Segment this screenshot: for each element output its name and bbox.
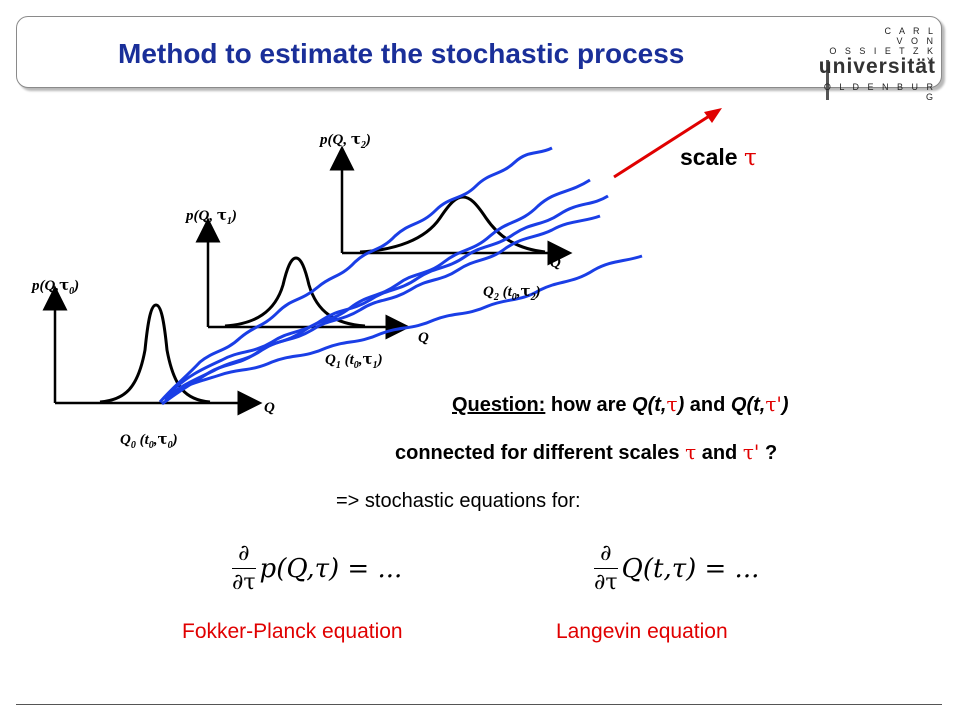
slide-title: Method to estimate the stochastic proces… xyxy=(118,38,685,69)
implication-text: => stochastic equations for: xyxy=(336,490,581,512)
xlabel-tau2: Q xyxy=(550,255,561,271)
axes-tau0 xyxy=(42,285,263,416)
scale-tau-symbol: τ xyxy=(743,145,757,171)
ylabel-tau0: p(Q,τ0) xyxy=(32,276,80,297)
point-label-tau1: Q1 (t0,τ1) xyxy=(325,350,383,371)
question-line-1: Question: how are Q(t,τ) and Q(t,τ') xyxy=(452,392,789,416)
pdf-curve-tau1 xyxy=(224,256,366,328)
trajectory-4 xyxy=(167,254,643,398)
logo-line-1: C A R L xyxy=(884,26,936,36)
axes-tau2 xyxy=(329,145,573,266)
bottom-rule xyxy=(16,704,942,705)
scale-label: scale τ xyxy=(680,144,757,171)
ylabel-tau2: p(Q, τ2) xyxy=(320,130,371,151)
point-label-tau0: Q0 (t0,τ0) xyxy=(120,430,178,451)
university-logo: C A R L V O N O S S I E T Z K Y universi… xyxy=(818,26,944,102)
scale-arrow-head xyxy=(704,108,722,123)
logo-line-3: O S S I E T Z K Y xyxy=(829,46,936,66)
trajectory-5 xyxy=(169,194,609,394)
langevin-formula: ∂ ∂τ Q(t,τ) = ... xyxy=(594,541,760,595)
trajectory-3 xyxy=(163,214,601,402)
ylabel-tau1: p(Q, τ1) xyxy=(186,206,237,227)
xlabel-tau1: Q xyxy=(418,330,429,346)
pdf-curve-tau2 xyxy=(359,195,546,254)
axes-tau1 xyxy=(195,217,411,340)
logo-name: universität xyxy=(818,55,936,78)
trajectory-group xyxy=(158,146,643,406)
xlabel-tau0: Q xyxy=(264,400,275,416)
langevin-label: Langevin equation xyxy=(556,620,728,643)
question-line-2: connected for different scales τ and τ' … xyxy=(395,440,778,464)
logo-line-2: V O N xyxy=(896,36,936,46)
logo-bar xyxy=(826,60,829,100)
pdf-curve-tau0 xyxy=(99,303,211,404)
title-box xyxy=(16,16,942,88)
fokker-planck-formula: ∂ ∂τ p(Q,τ) = ... xyxy=(232,541,403,595)
point-label-tau2: Q2 (t0,τ2) xyxy=(483,282,541,303)
scale-arrow xyxy=(613,111,715,179)
fokker-planck-label: Fokker-Planck equation xyxy=(182,620,403,643)
trajectory-1 xyxy=(158,146,553,403)
logo-line-5: O L D E N B U R G xyxy=(823,82,936,102)
